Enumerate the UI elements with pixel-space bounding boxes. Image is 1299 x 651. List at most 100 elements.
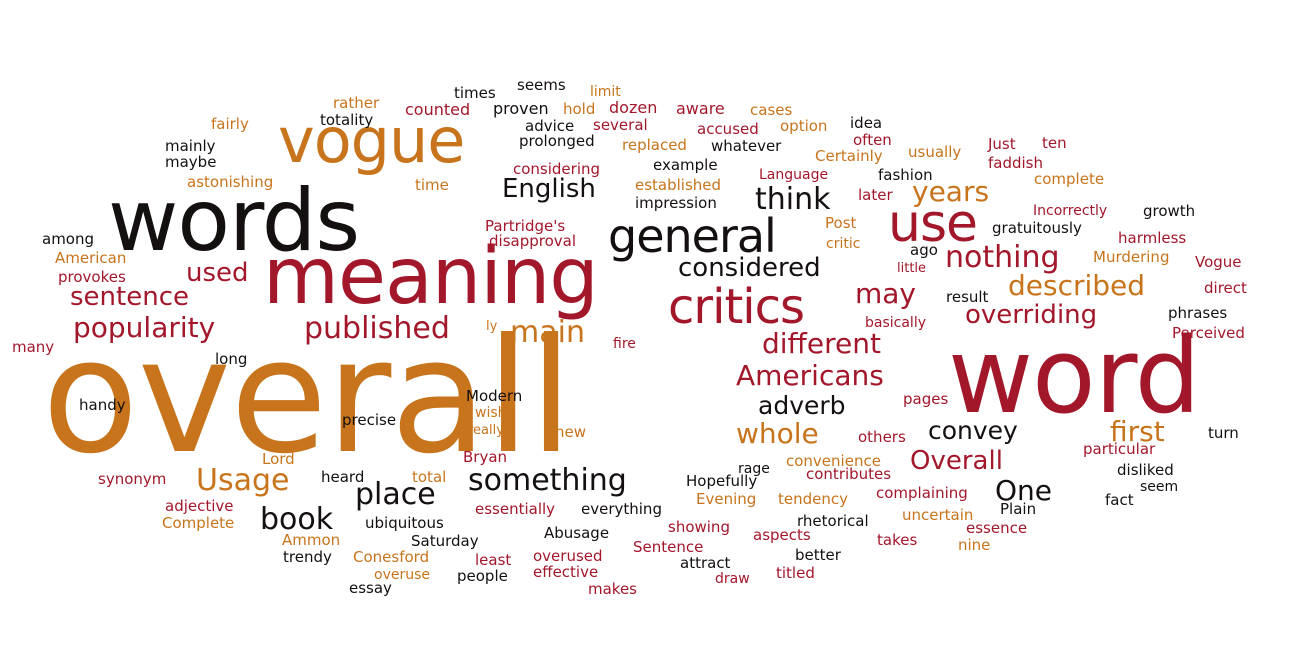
- word-evening: Evening: [696, 490, 757, 508]
- word-fairly: fairly: [211, 115, 249, 133]
- word-growth: growth: [1143, 202, 1196, 220]
- word-fire: fire: [613, 336, 636, 352]
- word-complete: Complete: [162, 514, 235, 532]
- word-perceived: Perceived: [1172, 324, 1245, 342]
- word-ten: ten: [1042, 134, 1067, 152]
- word-adverb: adverb: [758, 391, 846, 420]
- word-faddish: faddish: [988, 154, 1044, 172]
- word-fashion: fashion: [878, 166, 933, 184]
- word-nothing: nothing: [945, 240, 1060, 275]
- word-established: established: [635, 176, 722, 194]
- word-described: described: [1008, 269, 1146, 302]
- word-use: use: [888, 194, 978, 254]
- word-effective: effective: [533, 563, 599, 581]
- word-among: among: [42, 230, 95, 248]
- word-essentially: essentially: [475, 500, 556, 518]
- word-gratuitously: gratuitously: [992, 219, 1082, 237]
- word-murdering: Murdering: [1093, 248, 1170, 266]
- word-new: new: [555, 423, 587, 441]
- word-incorrectly: Incorrectly: [1033, 203, 1108, 219]
- word-first: first: [1110, 415, 1165, 448]
- word-vogue: vogue: [278, 104, 465, 177]
- word-considering: considering: [513, 160, 601, 178]
- word-saturday: Saturday: [411, 532, 479, 550]
- word-hold: hold: [563, 100, 596, 118]
- word-uncertain: uncertain: [902, 506, 974, 524]
- word-usually: usually: [908, 143, 962, 161]
- word-rhetorical: rhetorical: [797, 512, 869, 530]
- word-handy: handy: [79, 396, 126, 414]
- word-attract: attract: [680, 554, 731, 572]
- word-astonishing: astonishing: [187, 173, 274, 191]
- word-phrases: phrases: [1168, 304, 1228, 322]
- word-disliked: disliked: [1117, 461, 1174, 479]
- word-titled: titled: [776, 564, 815, 582]
- word-conesford: Conesford: [353, 548, 430, 566]
- word-counted: counted: [405, 100, 471, 119]
- word-fact: fact: [1105, 491, 1134, 509]
- word-complaining: complaining: [876, 484, 968, 502]
- word-different: different: [762, 327, 881, 360]
- word-wish: wish: [475, 405, 507, 421]
- word-ammon: Ammon: [282, 531, 341, 549]
- word-published: published: [304, 311, 450, 346]
- word-complete: complete: [1034, 170, 1105, 188]
- word-may: may: [855, 277, 917, 310]
- word-critics: critics: [668, 279, 805, 335]
- word-meaning: meaning: [263, 232, 599, 322]
- word-americans: Americans: [736, 359, 884, 392]
- word-whatever: whatever: [711, 137, 782, 155]
- word-prolonged: prolonged: [519, 132, 595, 150]
- word-rage: rage: [738, 461, 770, 477]
- word-just: Just: [988, 135, 1016, 153]
- word-long: long: [215, 350, 248, 368]
- word-harmless: harmless: [1118, 229, 1187, 247]
- word-essay: essay: [349, 579, 392, 597]
- word-limit: limit: [590, 84, 621, 100]
- word-modern: Modern: [466, 387, 523, 405]
- word-maybe: maybe: [165, 153, 217, 171]
- word-main: main: [510, 315, 585, 350]
- word-makes: makes: [588, 580, 637, 598]
- word-totality: totality: [320, 111, 374, 129]
- word-basically: basically: [865, 315, 926, 331]
- word-american: American: [55, 249, 127, 267]
- word-result: result: [946, 288, 989, 306]
- word-really: really: [468, 423, 504, 438]
- word-showing: showing: [668, 518, 730, 536]
- word-vogue: Vogue: [1195, 253, 1242, 271]
- word-others: others: [858, 428, 906, 446]
- word-sentence: Sentence: [633, 538, 704, 556]
- word-accused: accused: [697, 120, 759, 138]
- word-example: example: [653, 156, 718, 174]
- word-popularity: popularity: [73, 311, 216, 344]
- word-pages: pages: [903, 390, 949, 408]
- word-hopefully: Hopefully: [686, 472, 758, 490]
- word-bryan: Bryan: [463, 448, 508, 466]
- word-ubiquitous: ubiquitous: [365, 514, 444, 532]
- word-aware: aware: [676, 99, 725, 118]
- word-proven: proven: [493, 99, 549, 118]
- word-certainly: Certainly: [815, 147, 883, 165]
- word-post: Post: [825, 214, 857, 232]
- word-lord: Lord: [262, 450, 295, 468]
- word-book: book: [260, 502, 334, 537]
- word-time: time: [415, 176, 449, 194]
- word-tendency: tendency: [778, 490, 848, 508]
- word-several: several: [593, 116, 648, 134]
- word-synonym: synonym: [98, 470, 167, 488]
- word-one: One: [995, 474, 1053, 507]
- word-years: years: [912, 175, 990, 208]
- word-idea: idea: [850, 114, 883, 132]
- word-precise: precise: [342, 411, 397, 429]
- word-particular: particular: [1083, 440, 1156, 458]
- word-abusage: Abusage: [544, 524, 610, 542]
- word-nine: nine: [958, 536, 991, 554]
- word-total: total: [412, 468, 447, 486]
- word-language: Language: [759, 167, 829, 183]
- word-whole: whole: [736, 417, 819, 450]
- word-place: place: [355, 477, 436, 512]
- word-considered: considered: [678, 253, 821, 283]
- word-option: option: [780, 117, 828, 135]
